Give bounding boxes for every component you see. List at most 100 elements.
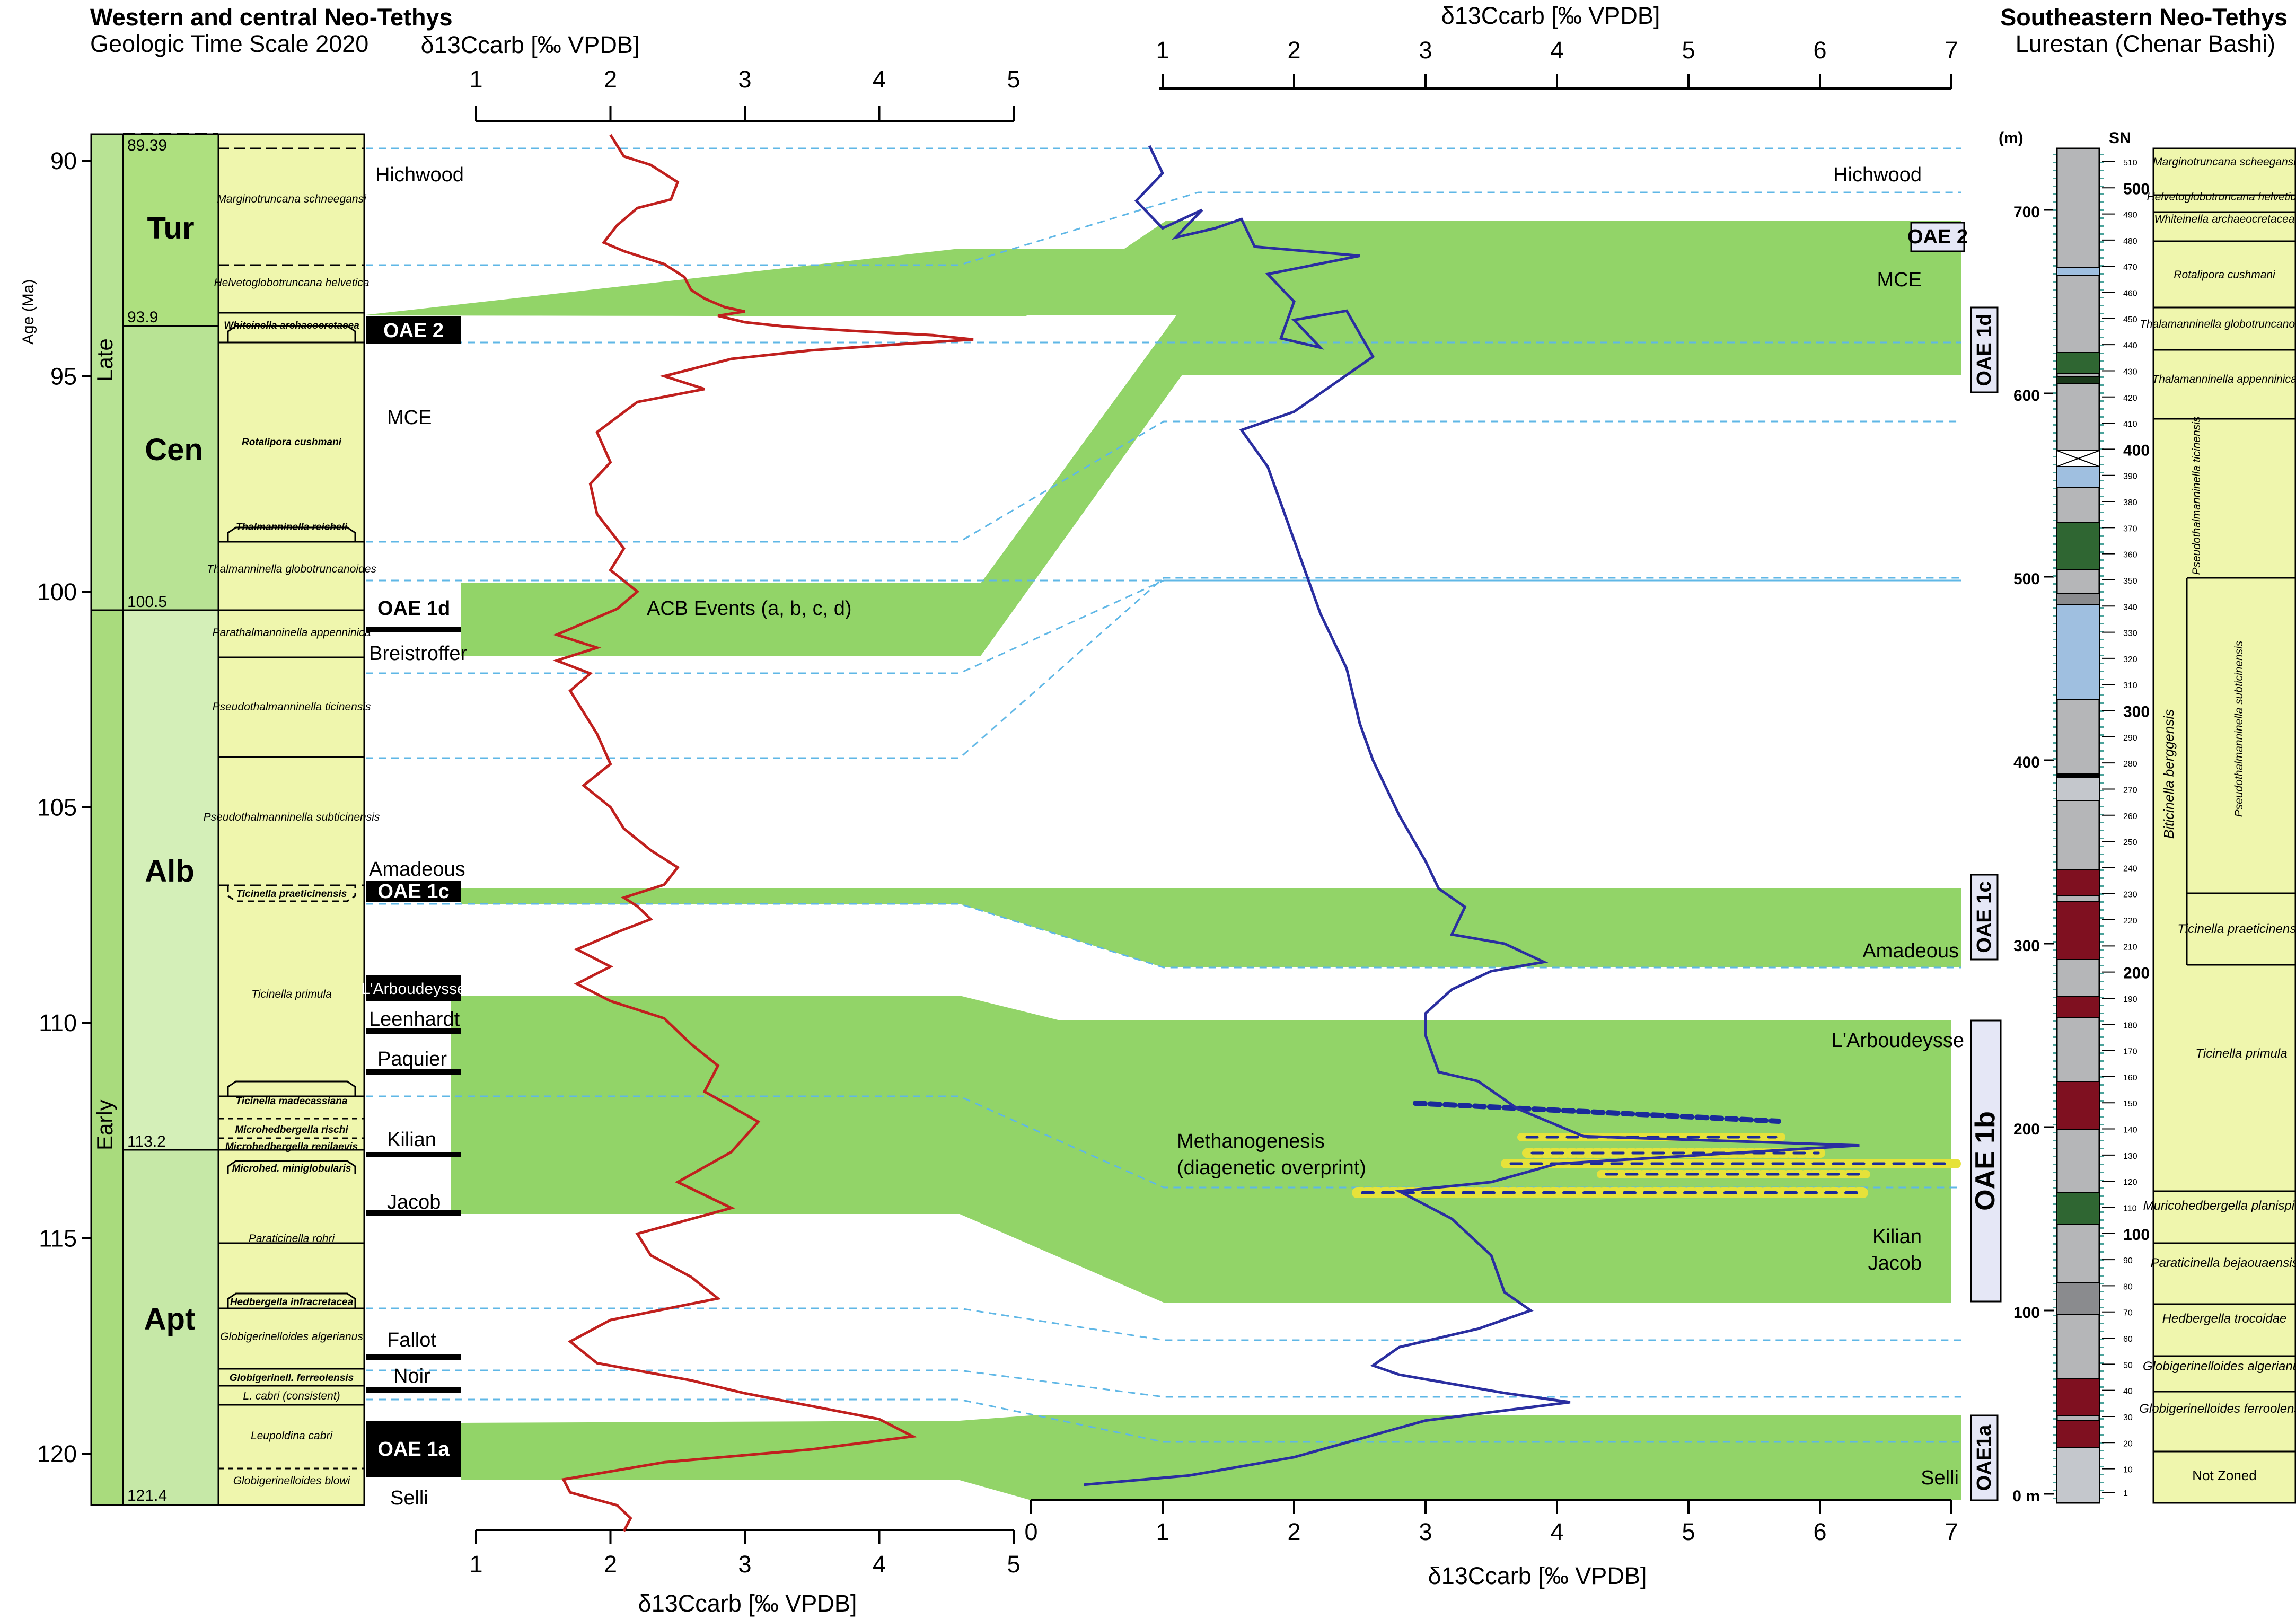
sn-tick-label: 220 bbox=[2123, 917, 2137, 926]
right-top-tick-label: 6 bbox=[1813, 37, 1826, 64]
sn-tick-label: 210 bbox=[2123, 943, 2137, 952]
left-top-tick-label: 5 bbox=[1007, 66, 1020, 93]
meter-tick-label: 600 bbox=[2013, 387, 2040, 404]
right-bottom-tick-label: 6 bbox=[1813, 1518, 1826, 1545]
left-bottom-xlabel: δ13Ccarb [‰ VPDB] bbox=[638, 1590, 857, 1617]
r-evt-oae1b: OAE 1b bbox=[1970, 1111, 2001, 1211]
rbz-globotruncanoids: Thalamanninella globotruncanoids bbox=[2140, 318, 2296, 330]
r-evt-amadeous: Amadeous bbox=[1862, 940, 1959, 962]
methanogenesis-scatter bbox=[1352, 1101, 1961, 1198]
right-bottom-tick-label: 4 bbox=[1550, 1518, 1563, 1545]
sn-tick-label: 80 bbox=[2123, 1282, 2133, 1291]
sn-tick-label: 120 bbox=[2123, 1178, 2137, 1187]
sn-tick-label: 370 bbox=[2123, 524, 2137, 533]
right-biozone-column: Marginotruncana scheegansi Helvetoglobot… bbox=[2139, 147, 2296, 1504]
sn-tick-label: 410 bbox=[2123, 420, 2137, 429]
left-bot-ticks: 1 2 3 4 5 bbox=[469, 1530, 1021, 1578]
left-bottom-tick-label: 3 bbox=[738, 1551, 751, 1578]
rbz-not-zoned: Not Zoned bbox=[2192, 1467, 2256, 1483]
sn-tick-label: 110 bbox=[2123, 1204, 2137, 1213]
bz-rotalipora: Rotalipora cushmani bbox=[242, 437, 342, 448]
bz-subticinensis: Pseudothalmanninella subticinensis bbox=[204, 811, 380, 823]
left-top-tick-label: 4 bbox=[873, 66, 886, 93]
sn-tick-label: 60 bbox=[2123, 1335, 2133, 1344]
rbz-appenninica: Thalamanninella appenninica bbox=[2152, 373, 2296, 385]
left-top-tick-label: 2 bbox=[604, 66, 617, 93]
left-biozone-column: Marginotruncana schneegansi Helvetoglobo… bbox=[204, 133, 380, 1506]
left-d13c-curve bbox=[552, 134, 974, 1532]
evt-oae1d: OAE 1d bbox=[377, 597, 450, 620]
bz-leupoldina: Leupoldina cabri bbox=[251, 1430, 333, 1442]
sn-tick-label: 510 bbox=[2123, 159, 2137, 168]
rbz-bejaouaensis: Paraticinella bejaouaensis bbox=[2151, 1256, 2296, 1270]
evt-selli: Selli bbox=[390, 1487, 428, 1509]
sn-tick-label: 40 bbox=[2123, 1387, 2133, 1396]
right-bottom-tick-label: 2 bbox=[1287, 1518, 1300, 1545]
left-title: Western and central Neo-Tethys bbox=[90, 4, 453, 31]
r-evt-oae1a: OAE1a bbox=[1973, 1424, 1995, 1491]
right-top-tick-label: 1 bbox=[1156, 37, 1169, 64]
rbz-planispira: Muricohedbergella planispira bbox=[2143, 1199, 2296, 1213]
r-evt-selli: Selli bbox=[1921, 1467, 1959, 1489]
right-event-labels: Hichwood OAE 2 MCE OAE 1d OAE 1c Amadeou… bbox=[1177, 164, 2002, 1501]
bz-globotruncanoides: Thalmanninella globotruncanoides bbox=[207, 563, 376, 575]
left-d13c-axes: δ13Ccarb [‰ VPDB] 1 2 3 4 5 1 2 3 4 5 δ13Ccarb [… bbox=[421, 31, 1021, 1617]
sn-tick-label: 10 bbox=[2123, 1466, 2133, 1475]
right-top-tick-label: 5 bbox=[1682, 37, 1695, 64]
age-axis-label: Age (Ma) bbox=[20, 279, 37, 345]
rbz-berggensis: Biticinella berggensis bbox=[2161, 709, 2177, 839]
bz-infracretacea: Hedbergella infracretacea bbox=[230, 1297, 354, 1308]
sn-tick-label: 70 bbox=[2123, 1309, 2133, 1318]
meter-tick-label: 0 m bbox=[2012, 1488, 2040, 1505]
bz-rischi: Microhedbergella rischi bbox=[235, 1124, 348, 1136]
bz-blowi: Globigerinelloides blowi bbox=[233, 1475, 351, 1487]
right-subtitle: Lurestan (Chenar Bashi) bbox=[2016, 30, 2275, 57]
sn-tick-label: 270 bbox=[2123, 786, 2137, 795]
correlation-dashed-lines bbox=[366, 147, 1961, 1443]
meters-label: (m) bbox=[1999, 129, 2024, 147]
boundary-1214: 121.4 bbox=[127, 1487, 167, 1504]
sn-tick-label: 150 bbox=[2123, 1099, 2137, 1108]
meter-tick-label: 200 bbox=[2013, 1121, 2040, 1138]
rbz-primula: Ticinella primula bbox=[2195, 1046, 2287, 1061]
stage-column: Tur Cen Alb Apt 89.39 93.9 100.5 113.2 1… bbox=[122, 133, 219, 1506]
band-oae1a bbox=[461, 1415, 1961, 1500]
sn-tick-label: 340 bbox=[2123, 603, 2137, 612]
rbz-rotalipora: Rotalipora cushmani bbox=[2174, 269, 2276, 281]
r-evt-oae1d: OAE 1d bbox=[1973, 313, 1995, 386]
r-evt-jacob: Jacob bbox=[1868, 1252, 1922, 1274]
bz-reicheli: Thalmanninella reicheli bbox=[236, 522, 348, 533]
right-bot-ticks: 0 1 2 3 4 5 6 7 bbox=[1024, 1500, 1958, 1545]
right-top-tick-label: 2 bbox=[1287, 37, 1300, 64]
sn-tick-label: 380 bbox=[2123, 498, 2137, 507]
r-evt-larboudeysse: L'Arboudeysse bbox=[1832, 1030, 1964, 1052]
band-oae1d bbox=[461, 307, 1961, 656]
sn-tick-label: 330 bbox=[2123, 629, 2137, 638]
left-bottom-tick-label: 4 bbox=[873, 1551, 886, 1578]
sn-tick-label: 90 bbox=[2123, 1256, 2133, 1265]
stage-cen: Cen bbox=[145, 433, 203, 467]
rbz-helvetoglobotruncana: Helvetoglobotruncana helvetica bbox=[2147, 191, 2296, 203]
lithology-units bbox=[2056, 267, 2100, 1503]
sn-tick-label: 460 bbox=[2123, 289, 2137, 298]
age-tick-label: 100 bbox=[37, 578, 77, 605]
rbz-algerianus: Globigerinelloides algerianus bbox=[2143, 1359, 2296, 1374]
rbz-praeticinensis: Ticinella praeticinensis bbox=[2177, 922, 2296, 936]
bz-renilaevis: Microhedbergella renilaevis bbox=[225, 1141, 358, 1152]
bz-marginotruncana: Marginotruncana schneegansi bbox=[217, 193, 367, 205]
bz-rohri: Paraticinella rohri bbox=[249, 1233, 336, 1245]
sn-tick-label: 320 bbox=[2123, 655, 2137, 664]
boundary-1132: 113.2 bbox=[127, 1133, 166, 1150]
bz-helvetoglobotruncana: Helvetoglobotruncana helvetica bbox=[214, 277, 369, 289]
sn-tick-label: 260 bbox=[2123, 812, 2137, 821]
right-bottom-xlabel: δ13Ccarb [‰ VPDB] bbox=[1428, 1562, 1647, 1589]
sn-major-label: 500 bbox=[2123, 180, 2150, 198]
age-tick-label: 105 bbox=[37, 794, 77, 821]
evt-oae1c: OAE 1c bbox=[377, 881, 449, 903]
evt-amadeous: Amadeous bbox=[369, 858, 465, 881]
sn-tick-label: 140 bbox=[2123, 1126, 2137, 1135]
bz-ticinensis: Pseudothalmanninella ticinensis bbox=[213, 701, 371, 713]
sn-major-label: 300 bbox=[2123, 703, 2150, 721]
age-tick-label: 120 bbox=[37, 1440, 77, 1467]
band-oae2 bbox=[366, 249, 1961, 315]
